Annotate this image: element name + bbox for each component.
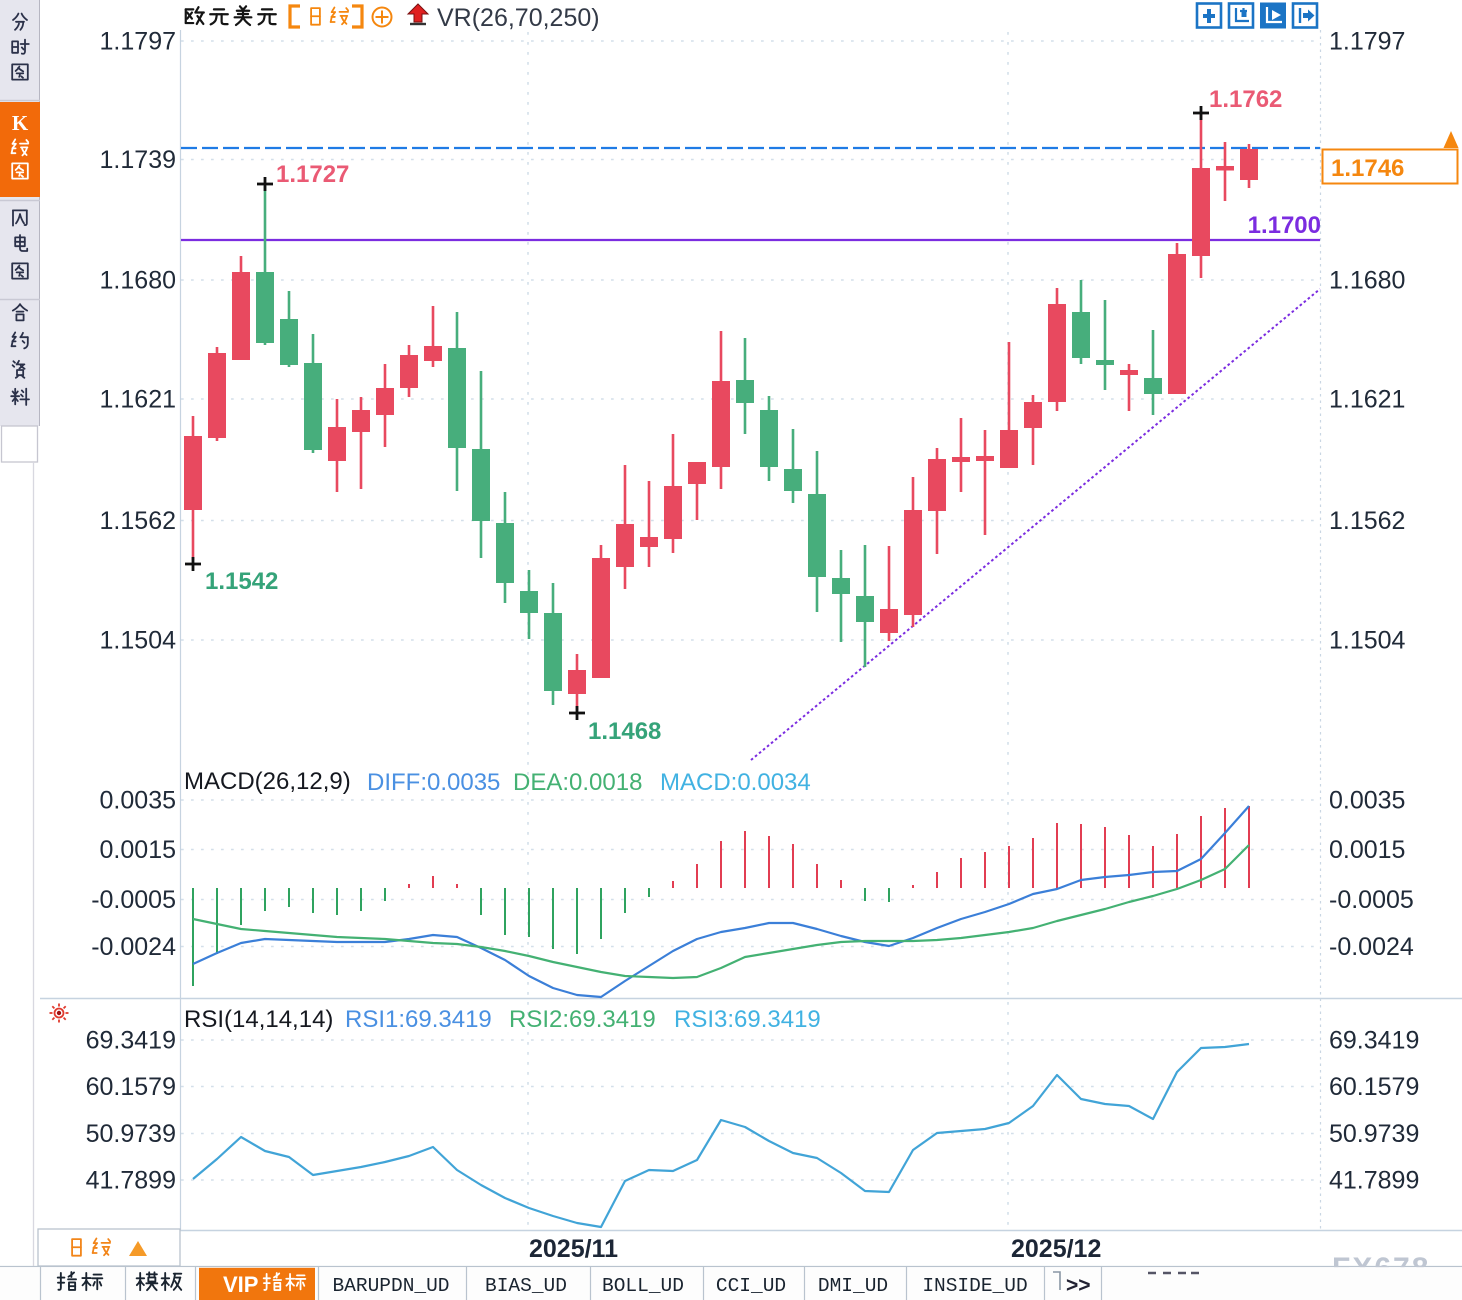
svg-text:>>: >> xyxy=(1066,1274,1091,1297)
svg-text:BIAS_UD: BIAS_UD xyxy=(485,1275,567,1297)
svg-text:0.0015: 0.0015 xyxy=(1329,836,1405,864)
svg-text:INSIDE_UD: INSIDE_UD xyxy=(922,1275,1027,1297)
svg-text:1.1797: 1.1797 xyxy=(1329,28,1405,56)
svg-text:1.1621: 1.1621 xyxy=(100,386,176,414)
svg-text:-0.0005: -0.0005 xyxy=(1329,886,1414,914)
svg-text:1.1621: 1.1621 xyxy=(1329,386,1405,414)
svg-text:RSI1:69.3419: RSI1:69.3419 xyxy=(345,1006,492,1033)
svg-text:K: K xyxy=(12,111,29,135)
svg-text:50.9739: 50.9739 xyxy=(86,1120,176,1148)
svg-text:50.9739: 50.9739 xyxy=(1329,1120,1419,1148)
svg-text:41.7899: 41.7899 xyxy=(1329,1167,1419,1195)
svg-text:2025/11: 2025/11 xyxy=(529,1235,618,1263)
svg-text:RSI3:69.3419: RSI3:69.3419 xyxy=(674,1006,821,1033)
svg-text:VIP: VIP xyxy=(223,1272,258,1297)
svg-text:69.3419: 69.3419 xyxy=(1329,1027,1419,1055)
svg-text:CCI_UD: CCI_UD xyxy=(716,1275,786,1297)
svg-text:1.1797: 1.1797 xyxy=(100,28,176,56)
svg-text:DMI_UD: DMI_UD xyxy=(818,1275,888,1297)
svg-text:1.1739: 1.1739 xyxy=(100,146,176,174)
svg-text:2025/12: 2025/12 xyxy=(1011,1235,1101,1263)
svg-text:BOLL_UD: BOLL_UD xyxy=(602,1275,684,1297)
svg-text:VR(26,70,250): VR(26,70,250) xyxy=(437,4,600,32)
svg-text:1.1504: 1.1504 xyxy=(100,627,177,655)
svg-text:-0.0005: -0.0005 xyxy=(91,886,176,914)
svg-text:1.1680: 1.1680 xyxy=(100,267,176,295)
svg-text:1.1700: 1.1700 xyxy=(1248,212,1321,239)
svg-text:69.3419: 69.3419 xyxy=(86,1027,176,1055)
svg-text:DIFF:0.0035: DIFF:0.0035 xyxy=(367,769,500,796)
svg-text:MACD(26,12,9): MACD(26,12,9) xyxy=(184,768,351,795)
svg-text:MACD:0.0034: MACD:0.0034 xyxy=(660,769,811,796)
svg-text:-0.0024: -0.0024 xyxy=(91,933,176,961)
svg-text:0.0035: 0.0035 xyxy=(100,787,176,815)
svg-text:1.1680: 1.1680 xyxy=(1329,267,1405,295)
svg-text:60.1579: 60.1579 xyxy=(1329,1073,1419,1101)
svg-text:1.1562: 1.1562 xyxy=(1329,507,1405,535)
svg-text:RSI(14,14,14): RSI(14,14,14) xyxy=(184,1006,333,1033)
svg-text:1.1542: 1.1542 xyxy=(205,568,278,595)
svg-text:60.1579: 60.1579 xyxy=(86,1073,176,1101)
svg-text:1.1468: 1.1468 xyxy=(588,718,661,745)
svg-text:1.1727: 1.1727 xyxy=(276,161,349,188)
svg-text:-0.0024: -0.0024 xyxy=(1329,933,1414,961)
svg-text:RSI2:69.3419: RSI2:69.3419 xyxy=(509,1006,656,1033)
svg-text:BARUPDN_UD: BARUPDN_UD xyxy=(332,1275,449,1297)
svg-text:1.1746: 1.1746 xyxy=(1331,155,1404,182)
svg-text:DEA:0.0018: DEA:0.0018 xyxy=(513,769,642,796)
svg-text:41.7899: 41.7899 xyxy=(86,1167,176,1195)
svg-text:1.1762: 1.1762 xyxy=(1209,86,1282,113)
svg-text:1.1504: 1.1504 xyxy=(1329,627,1406,655)
svg-text:0.0035: 0.0035 xyxy=(1329,787,1405,815)
svg-text:0.0015: 0.0015 xyxy=(100,836,176,864)
svg-text:1.1562: 1.1562 xyxy=(100,507,176,535)
